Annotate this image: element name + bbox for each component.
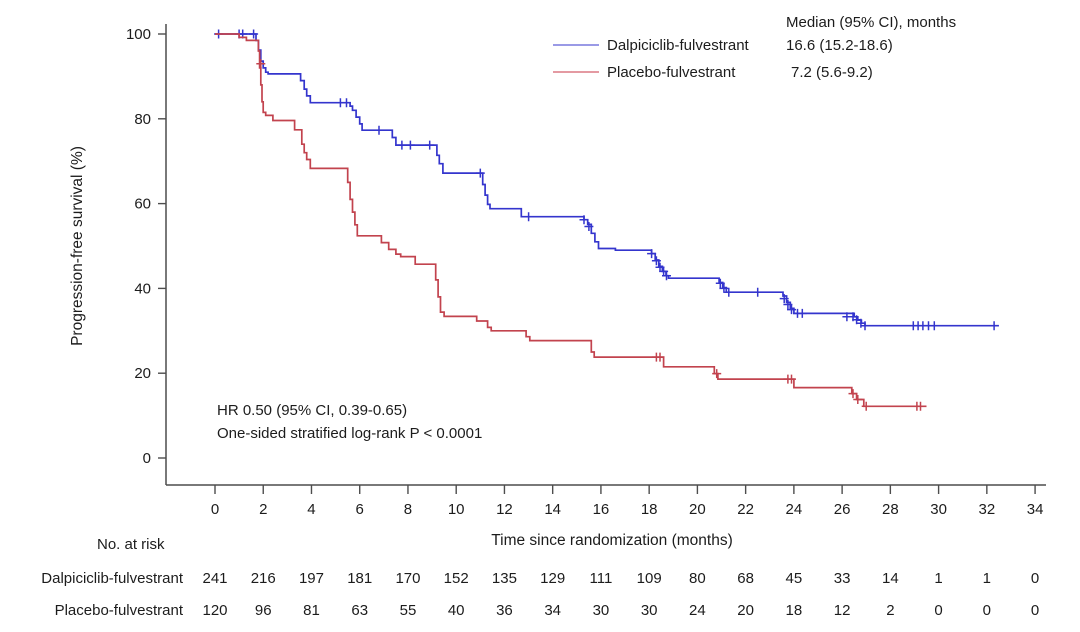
legend: Median (95% CI), months Dalpiciclib-fulv…: [553, 14, 956, 81]
annotation: HR 0.50 (95% CI, 0.39-0.65) One-sided st…: [217, 402, 482, 442]
x-tick-label: 30: [930, 501, 947, 518]
at-risk-count: 170: [395, 570, 420, 587]
x-tick-label: 14: [544, 501, 561, 518]
survival-curves: [214, 29, 999, 411]
at-risk-count: 18: [786, 602, 803, 619]
at-risk-count: 181: [347, 570, 372, 587]
at-risk-count: 55: [400, 602, 417, 619]
at-risk-row-label-placebo: Placebo-fulvestrant: [55, 602, 184, 619]
at-risk-count: 20: [737, 602, 754, 619]
at-risk-count: 1: [983, 570, 991, 587]
x-tick-label: 28: [882, 501, 899, 518]
at-risk-count: 80: [689, 570, 706, 587]
at-risk-count: 0: [983, 602, 991, 619]
at-risk-count: 0: [1031, 602, 1039, 619]
at-risk-count: 34: [544, 602, 561, 619]
at-risk-count: 81: [303, 602, 320, 619]
x-axis-title: Time since randomization (months): [491, 532, 732, 549]
legend-label-placebo: Placebo-fulvestrant: [607, 64, 736, 81]
at-risk-count: 2: [886, 602, 894, 619]
x-tick-label: 18: [641, 501, 658, 518]
x-axis-ticks: 0 2 4 6 8 10 12 14 16 18 20 22 24 26 28 30 32 34: [211, 485, 1044, 518]
at-risk-count: 30: [593, 602, 610, 619]
x-tick-label: 32: [978, 501, 995, 518]
x-tick-label: 20: [689, 501, 706, 518]
at-risk-count: 68: [737, 570, 754, 587]
y-tick-label: 100: [126, 26, 151, 43]
x-tick-label: 6: [356, 501, 364, 518]
legend-header: Median (95% CI), months: [786, 14, 956, 31]
at-risk-count: 14: [882, 570, 899, 587]
axes: [165, 24, 1046, 486]
at-risk-count: 36: [496, 602, 513, 619]
at-risk-count: 33: [834, 570, 851, 587]
at-risk-count: 63: [351, 602, 368, 619]
x-tick-label: 2: [259, 501, 267, 518]
at-risk-count: 1: [934, 570, 942, 587]
x-tick-label: 8: [404, 501, 412, 518]
y-axis-title: Progression-free survival (%): [69, 146, 86, 346]
at-risk-title: No. at risk: [97, 536, 165, 553]
legend-label-dalpiciclib: Dalpiciclib-fulvestrant: [607, 37, 750, 54]
km-curve-dalpiciclib: [215, 33, 999, 327]
at-risk-count: 120: [202, 602, 227, 619]
at-risk-counts: 241 216 197 181 170 152 135 129 111 109 80 68 45 33 14…: [202, 570, 1039, 619]
x-tick-label: 0: [211, 501, 219, 518]
legend-median-placebo: 7.2 (5.6-9.2): [791, 64, 873, 81]
x-tick-label: 10: [448, 501, 465, 518]
y-tick-label: 40: [134, 280, 151, 297]
at-risk-table: No. at risk Dalpiciclib-fulvestrant Plac…: [41, 536, 1039, 619]
x-tick-label: 34: [1027, 501, 1044, 518]
at-risk-count: 0: [934, 602, 942, 619]
at-risk-count: 216: [251, 570, 276, 587]
pvalue-annotation: One-sided stratified log-rank P < 0.0001: [217, 425, 482, 442]
y-axis-ticks: 0 20 40 60 80 100: [126, 26, 166, 467]
y-tick-label: 0: [143, 450, 151, 467]
y-tick-label: 20: [134, 365, 151, 382]
x-tick-label: 22: [737, 501, 754, 518]
x-tick-label: 4: [307, 501, 315, 518]
at-risk-count: 30: [641, 602, 658, 619]
at-risk-count: 96: [255, 602, 272, 619]
at-risk-count: 109: [637, 570, 662, 587]
hr-annotation: HR 0.50 (95% CI, 0.39-0.65): [217, 402, 407, 419]
at-risk-count: 135: [492, 570, 517, 587]
legend-median-dalpiciclib: 16.6 (15.2-18.6): [786, 37, 893, 54]
y-tick-label: 60: [134, 196, 151, 213]
at-risk-count: 0: [1031, 570, 1039, 587]
x-tick-label: 12: [496, 501, 513, 518]
y-tick-label: 80: [134, 111, 151, 128]
at-risk-count: 45: [786, 570, 803, 587]
at-risk-row-label-dalpiciclib: Dalpiciclib-fulvestrant: [41, 570, 184, 587]
x-tick-label: 24: [786, 501, 803, 518]
at-risk-count: 129: [540, 570, 565, 587]
at-risk-count: 197: [299, 570, 324, 587]
x-tick-label: 16: [593, 501, 610, 518]
at-risk-count: 24: [689, 602, 706, 619]
at-risk-count: 152: [444, 570, 469, 587]
censor-marks-placebo: [256, 59, 925, 411]
at-risk-count: 12: [834, 602, 851, 619]
at-risk-count: 241: [202, 570, 227, 587]
at-risk-count: 40: [448, 602, 465, 619]
km-curve-placebo: [215, 33, 927, 408]
at-risk-count: 111: [590, 570, 613, 587]
x-tick-label: 26: [834, 501, 851, 518]
